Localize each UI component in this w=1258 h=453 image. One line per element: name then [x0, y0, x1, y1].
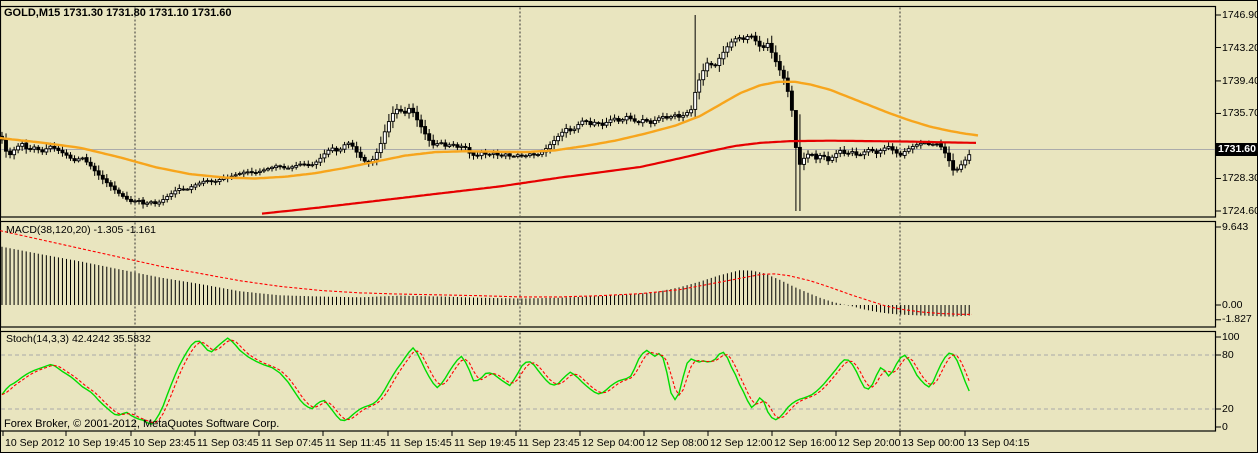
time-axis-label: 11 Sep 03:45 [197, 437, 259, 449]
macd-axis-label: 9.643 [1222, 221, 1249, 233]
stoch-axis-label: 80 [1222, 349, 1234, 361]
copyright-text: Forex Broker, © 2001-2012, MetaQuotes So… [4, 418, 280, 430]
time-axis-label: 11 Sep 07:45 [261, 437, 323, 449]
stoch-level-lines [1, 354, 1215, 410]
time-axis-label: 11 Sep 15:45 [390, 437, 452, 449]
time-axis-label: 10 Sep 19:45 [68, 437, 131, 449]
stoch-axis-label: 20 [1222, 403, 1234, 415]
macd-signal-line [0, 230, 972, 315]
time-axis-label: 11 Sep 19:45 [454, 437, 516, 449]
time-axis-label: 12 Sep 16:00 [774, 437, 837, 449]
macd-axis-label: -1.827 [1222, 313, 1252, 325]
time-axis-label: 11 Sep 23:45 [518, 437, 580, 449]
time-axis-label: 12 Sep 04:00 [582, 437, 645, 449]
time-axis-label: 10 Sep 2012 [5, 437, 65, 449]
time-axis-label: 13 Sep 04:15 [967, 437, 1030, 449]
price-axis-label: 1739.40 [1222, 74, 1258, 87]
stoch-main-line [1, 337, 970, 426]
time-axis-label: 10 Sep 23:45 [133, 437, 196, 449]
chart-title-ohlc: GOLD,M15 1731.30 1731.80 1731.10 1731.60 [4, 7, 232, 19]
stoch-axis-label: 0 [1222, 421, 1228, 433]
stoch-signal-line [1, 339, 970, 423]
time-axis-label: 11 Sep 11:45 [325, 437, 386, 449]
day-separator-lines [134, 7, 901, 430]
candlesticks [0, 15, 972, 211]
price-axis-label: 1743.20 [1222, 41, 1258, 54]
pane-frames [0, 5, 1217, 432]
price-axis-label: 1735.70 [1222, 107, 1258, 120]
time-axis-label: 12 Sep 20:00 [838, 437, 901, 449]
price-axis-label: 1724.60 [1222, 205, 1258, 217]
current-price-tag: 1731.60 [1216, 142, 1258, 156]
macd-axis-label: 0.00 [1222, 299, 1243, 311]
time-axis-label: 12 Sep 08:00 [646, 437, 709, 449]
macd-indicator-label: MACD(38,120,20) -1.305 -1.161 [6, 224, 156, 236]
macd-histogram [1, 246, 970, 317]
time-axis-label: 12 Sep 12:00 [710, 437, 773, 449]
time-axis-label: 13 Sep 00:00 [902, 437, 965, 449]
price-axis-label: 1746.90 [1222, 9, 1258, 21]
price-axis-label: 1728.30 [1222, 172, 1258, 185]
moving-average-lines [0, 80, 979, 215]
stoch-axis-label: 100 [1222, 331, 1240, 343]
stoch-indicator-label: Stoch(14,3,3) 42.4242 35.5832 [6, 333, 151, 345]
axis-tick-marks [2, 14, 1221, 436]
